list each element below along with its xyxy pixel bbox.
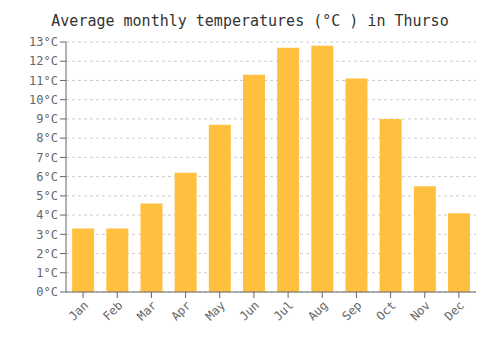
svg-text:Jul: Jul xyxy=(271,298,296,323)
svg-text:Sep: Sep xyxy=(339,298,364,323)
svg-text:Apr: Apr xyxy=(168,298,193,323)
svg-text:5°C: 5°C xyxy=(36,189,58,203)
svg-text:Nov: Nov xyxy=(408,298,433,323)
svg-text:9°C: 9°C xyxy=(36,112,58,126)
svg-text:1°C: 1°C xyxy=(36,266,58,280)
svg-text:0°C: 0°C xyxy=(36,285,58,299)
svg-text:6°C: 6°C xyxy=(36,170,58,184)
svg-text:12°C: 12°C xyxy=(29,54,58,68)
svg-text:4°C: 4°C xyxy=(36,208,58,222)
html-text:Average monthly temperatures (: Average monthly temperatures (°C ) in Th… xyxy=(51,12,449,30)
svg-text:8°C: 8°C xyxy=(36,131,58,145)
svg-text:Mar: Mar xyxy=(134,298,159,323)
svg-text:Aug: Aug xyxy=(305,298,330,323)
svg-text:2°C: 2°C xyxy=(36,247,58,261)
svg-text:11°C: 11°C xyxy=(29,74,58,88)
svg-text:Jun: Jun xyxy=(237,298,262,323)
svg-text:7°C: 7°C xyxy=(36,151,58,165)
svg-text:3°C: 3°C xyxy=(36,228,58,242)
svg-text:Oct: Oct xyxy=(373,298,398,323)
svg-text:Feb: Feb xyxy=(100,298,125,323)
svg-text:13°C: 13°C xyxy=(29,35,58,49)
svg-text:10°C: 10°C xyxy=(29,93,58,107)
svg-text:Dec: Dec xyxy=(442,298,467,323)
svg-text:Jan: Jan xyxy=(66,298,91,323)
svg-text:May: May xyxy=(203,298,228,323)
